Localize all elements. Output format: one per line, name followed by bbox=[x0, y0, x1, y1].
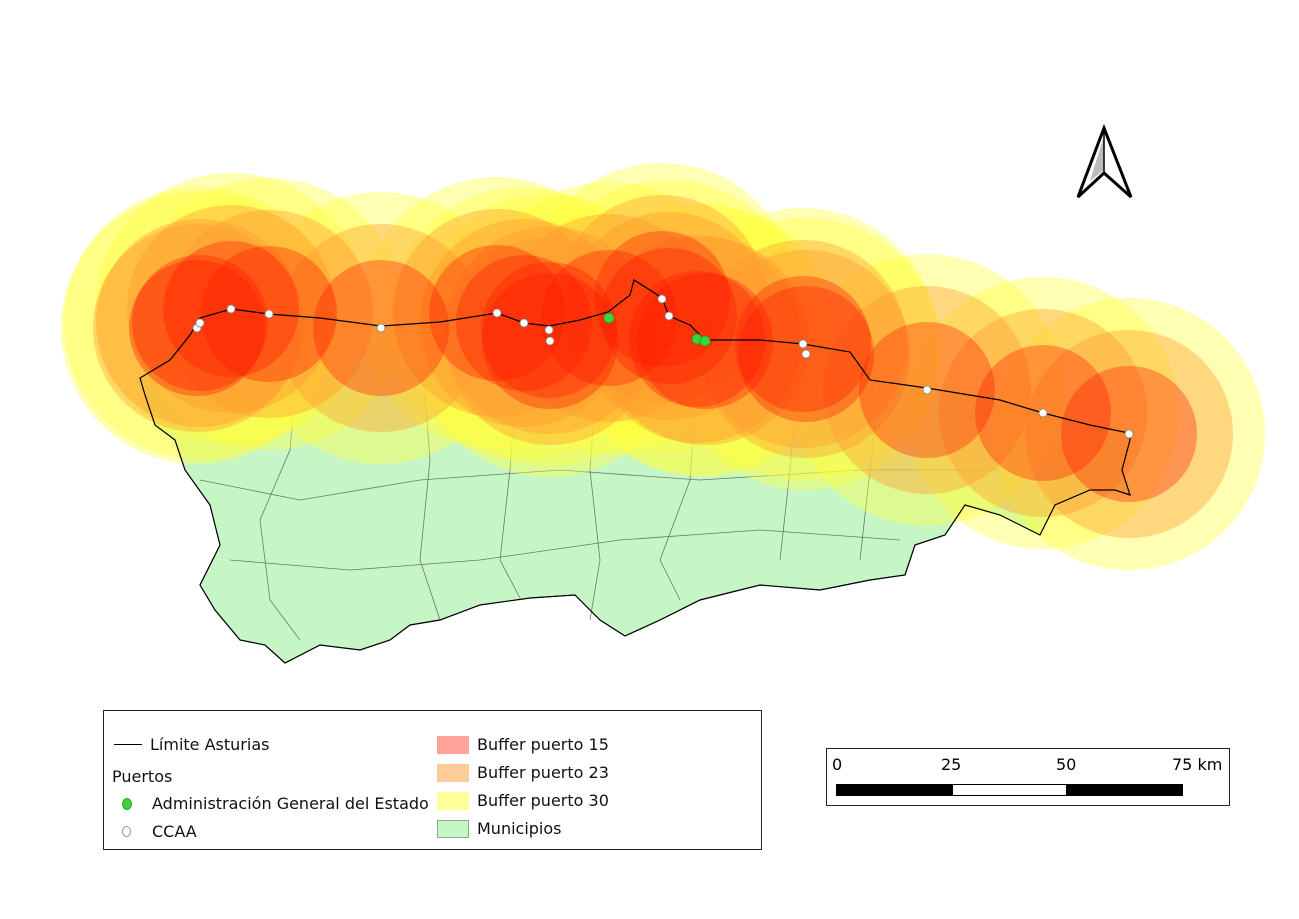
scale-tick: 50 bbox=[1056, 755, 1077, 774]
port-ccaa-marker bbox=[545, 336, 555, 346]
asturias-limit-line bbox=[139, 279, 1131, 664]
port-ccaa-marker bbox=[519, 318, 529, 328]
north-arrow-icon bbox=[1076, 123, 1133, 199]
port-ccaa-marker bbox=[376, 323, 386, 333]
port-ccaa-marker bbox=[195, 318, 205, 328]
port-ccaa-marker bbox=[544, 325, 554, 335]
ports-layer bbox=[192, 294, 1134, 439]
legend-group-puertos: Puertos bbox=[112, 767, 172, 786]
port-ccaa-marker bbox=[226, 304, 236, 314]
legend-item-buffer30: Buffer puerto 30 bbox=[437, 791, 609, 810]
legend-label: Administración General del Estado bbox=[152, 794, 429, 813]
swatch-icon bbox=[437, 763, 469, 782]
municipio-boundary bbox=[229, 529, 901, 571]
legend-label: Puertos bbox=[112, 767, 173, 786]
municipio-boundary bbox=[659, 344, 701, 601]
legend-label: Buffer puerto 30 bbox=[477, 791, 609, 810]
port-ccaa-marker bbox=[492, 308, 502, 318]
swatch-icon bbox=[437, 735, 469, 754]
scale-tick: 75 km bbox=[1172, 755, 1223, 774]
port-ccaa-marker bbox=[801, 349, 811, 359]
swatch-icon bbox=[437, 791, 469, 810]
map-legend: Límite Asturias Puertos Administración G… bbox=[103, 710, 762, 850]
legend-item-municipios: Municipios bbox=[437, 819, 562, 838]
port-ccaa-marker bbox=[798, 339, 808, 349]
scale-bar: 0 25 50 75 km bbox=[826, 748, 1230, 806]
scale-segment bbox=[952, 784, 1067, 796]
port-ccaa-marker bbox=[922, 385, 932, 395]
swatch-icon bbox=[437, 819, 469, 838]
municipio-boundary bbox=[419, 329, 441, 621]
port-state-marker bbox=[603, 312, 615, 324]
legend-item-port-ccaa: CCAA bbox=[122, 822, 197, 841]
legend-label: Límite Asturias bbox=[150, 735, 270, 754]
scale-tick: 0 bbox=[832, 755, 843, 774]
port-ccaa-marker bbox=[1038, 408, 1048, 418]
port-state-marker bbox=[699, 335, 711, 347]
white-dot-icon bbox=[122, 826, 131, 837]
scale-segment bbox=[1067, 784, 1183, 796]
scale-tick: 25 bbox=[941, 755, 962, 774]
legend-item-buffer15: Buffer puerto 15 bbox=[437, 735, 609, 754]
port-ccaa-marker bbox=[264, 309, 274, 319]
buffer-30-layer bbox=[61, 163, 1265, 570]
municipio-boundary bbox=[779, 349, 801, 561]
line-icon bbox=[114, 744, 142, 745]
scale-segment bbox=[836, 784, 952, 796]
municipio-boundary bbox=[589, 329, 601, 621]
green-dot-icon bbox=[122, 797, 132, 810]
legend-label: Buffer puerto 15 bbox=[477, 735, 609, 754]
port-ccaa-marker bbox=[657, 294, 667, 304]
municipio-boundary bbox=[259, 329, 301, 641]
legend-label: CCAA bbox=[152, 822, 197, 841]
asturias-limit-layer bbox=[139, 279, 1131, 664]
legend-item-port-state: Administración General del Estado bbox=[122, 794, 429, 813]
legend-label: Buffer puerto 23 bbox=[477, 763, 609, 782]
legend-item-buffer23: Buffer puerto 23 bbox=[437, 763, 609, 782]
municipio-boundary bbox=[499, 329, 521, 599]
port-ccaa-marker bbox=[1124, 429, 1134, 439]
legend-label: Municipios bbox=[477, 819, 562, 838]
legend-item-limit: Límite Asturias bbox=[114, 735, 269, 754]
port-ccaa-marker bbox=[664, 311, 674, 321]
municipio-boundary bbox=[199, 469, 1000, 501]
